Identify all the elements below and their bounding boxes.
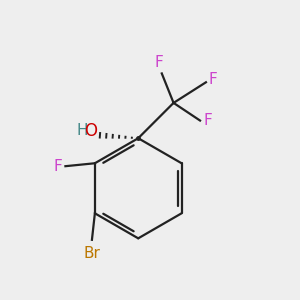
Text: F: F [203, 113, 212, 128]
Text: F: F [154, 56, 163, 70]
Text: F: F [54, 159, 62, 174]
Text: Br: Br [83, 246, 100, 261]
Text: O: O [84, 122, 97, 140]
Text: H: H [77, 123, 88, 138]
Text: F: F [209, 72, 218, 87]
